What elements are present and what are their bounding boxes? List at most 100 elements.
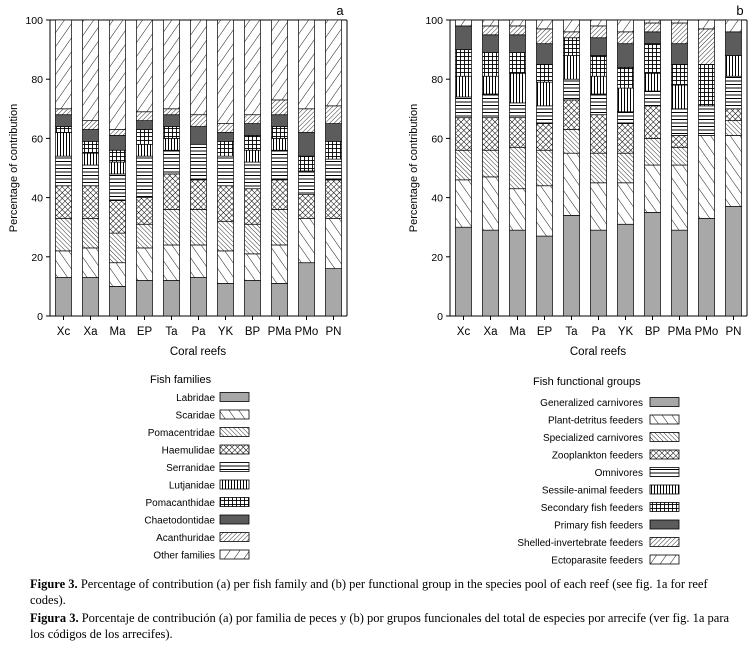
bar-segment-a-Ta-chaetodontidae <box>163 114 180 127</box>
bar-segment-a-Xa-labridae <box>82 277 99 317</box>
bar-segment-b-Xa-shelled-invertebrate-feeders <box>482 25 499 36</box>
bar-segment-a-Ma-chaetodontidae <box>109 135 126 151</box>
bar-segment-a-PMo-other-families <box>298 19 315 110</box>
bar-segment-b-YK-ectoparasite-feeders <box>617 19 634 33</box>
bar-segment-b-PMa-ectoparasite-feeders <box>671 19 688 24</box>
y-tick-label-a: 20 <box>31 252 43 264</box>
bar-segment-a-Xc-serranidae <box>55 155 72 187</box>
bar-segment-a-Xc-pomacentridae <box>55 217 72 252</box>
bar-segment-b-PMo-omnivores <box>698 105 715 136</box>
bar-segment-b-EP-ectoparasite-feeders <box>536 19 553 30</box>
bar-segment-b-BP-zooplankton-feeders <box>644 105 661 139</box>
bar-segment-a-PMa-labridae <box>271 283 288 317</box>
y-tick-label-a: 80 <box>31 74 43 86</box>
bar-segment-b-Pa-shelled-invertebrate-feeders <box>590 25 607 39</box>
bar-segment-a-Ma-haemulidae <box>109 200 126 234</box>
bar-segment-a-PN-pomacanthidae <box>325 141 342 160</box>
x-tick-label-b: PN <box>726 326 742 338</box>
bar-segment-a-BP-pomacentridae <box>244 223 261 255</box>
bar-segment-a-PMa-haemulidae <box>271 179 288 210</box>
bar-segment-b-PMa-plant-detritus-feeders <box>671 164 688 231</box>
legend-swatch <box>649 397 680 407</box>
caption-spanish: Figura 3. Porcentaje de contribución (a)… <box>30 610 740 642</box>
bar-segment-b-PMa-secondary-fish-feeders <box>671 64 688 86</box>
bar-segment-a-Ma-lutjanidae <box>109 161 126 175</box>
bar-segment-a-Xc-other-families <box>55 19 72 110</box>
bar-segment-b-BP-specialized-carnivores <box>644 138 661 166</box>
bar-segment-a-Xc-pomacanthidae <box>55 126 72 133</box>
bar-segment-a-Xa-haemulidae <box>82 185 99 219</box>
bar-segment-b-EP-shelled-invertebrate-feeders <box>536 28 553 45</box>
legend-swatch <box>219 462 250 472</box>
bar-segment-a-YK-pomacentridae <box>217 220 234 252</box>
x-tick-label-a: PMa <box>268 326 292 338</box>
legend-entry-label: Other families <box>153 551 215 562</box>
caption-spanish-label: Figura 3. <box>30 611 79 625</box>
bar-segment-b-Ma-ectoparasite-feeders <box>509 19 526 27</box>
bar-segment-b-Ta-generalized-carnivores <box>563 215 580 317</box>
bar-segment-b-YK-zooplankton-feeders <box>617 123 634 154</box>
bar-segment-a-PN-chaetodontidae <box>325 123 342 142</box>
legend-entry-label: Shelled-invertebrate feeders <box>517 538 643 549</box>
bar-segment-a-EP-acanthuridae <box>136 111 153 121</box>
bar-segment-b-YK-generalized-carnivores <box>617 223 634 317</box>
bar-segment-a-Xc-scaridae <box>55 250 72 278</box>
x-tick-label-b: BP <box>645 326 661 338</box>
legend-entry-label: Acanthuridae <box>156 533 215 544</box>
x-tick-label-a: EP <box>137 326 153 338</box>
bar-segment-a-Pa-acanthuridae <box>190 114 207 127</box>
legend-swatch <box>649 519 680 530</box>
legend-entry-label: Zooplankton feeders <box>552 451 643 462</box>
bar-segment-b-Xc-generalized-carnivores <box>455 226 472 317</box>
bar-segment-a-PN-labridae <box>325 268 342 317</box>
legend-swatch <box>649 432 680 442</box>
legend-a-title: Fish families <box>150 374 212 386</box>
bar-segment-b-Xc-sessile-animal-feeders <box>455 75 472 98</box>
panel-a-label: a <box>336 3 344 18</box>
bar-segment-a-EP-other-families <box>136 19 153 113</box>
bar-segment-a-Ta-serranidae <box>163 149 180 175</box>
bar-segment-a-Ma-pomacanthidae <box>109 149 126 163</box>
bar-segment-a-EP-serranidae <box>136 155 153 198</box>
panel-b-y-label: Percentage of contribution <box>408 104 420 232</box>
bar-segment-a-PMa-lutjanidae <box>271 138 288 151</box>
panel-b-x-label: Coral reefs <box>570 346 626 358</box>
bar-segment-b-Ta-specialized-carnivores <box>563 129 580 154</box>
figure-canvas: a Percentage of contribution Coral reefs… <box>8 3 748 567</box>
legend-swatch <box>649 449 680 460</box>
bar-segment-b-Xa-plant-detritus-feeders <box>482 176 499 231</box>
y-tick-label-a: 0 <box>37 311 43 323</box>
bar-segment-a-Ta-labridae <box>163 280 180 317</box>
legend-entry-label: Secondary fish feeders <box>541 503 643 514</box>
bar-segment-b-Xc-specialized-carnivores <box>455 149 472 181</box>
bar-segment-a-YK-scaridae <box>217 250 234 284</box>
bar-segment-a-Pa-haemulidae <box>190 179 207 210</box>
bar-segment-a-EP-pomacanthidae <box>136 129 153 145</box>
bar-segment-b-Pa-specialized-carnivores <box>590 152 607 184</box>
bar-segment-b-PMa-sessile-animal-feeders <box>671 84 688 110</box>
bar-segment-a-Xc-haemulidae <box>55 185 72 219</box>
bar-segment-b-PMa-primary-fish-feeders <box>671 43 688 65</box>
legend-swatch <box>649 484 680 495</box>
legend-swatch <box>219 444 250 455</box>
bar-segment-a-Xa-scaridae <box>82 247 99 278</box>
bar-segment-b-Ma-zooplankton-feeders <box>509 117 526 148</box>
bar-segment-b-PMo-generalized-carnivores <box>698 217 715 317</box>
bar-segment-b-Pa-ectoparasite-feeders <box>590 19 607 27</box>
bar-segment-b-Ma-sessile-animal-feeders <box>509 72 526 104</box>
bar-segment-a-BP-lutjanidae <box>244 149 261 163</box>
bar-segment-a-PMa-chaetodontidae <box>271 114 288 127</box>
bar-segment-b-PN-plant-detritus-feeders <box>725 135 742 207</box>
bar-segment-a-BP-acanthuridae <box>244 114 261 124</box>
bar-segment-b-Ta-shelled-invertebrate-feeders <box>563 31 580 39</box>
bar-segment-a-Xa-acanthuridae <box>82 120 99 130</box>
bar-segment-b-PN-specialized-carnivores <box>725 120 742 136</box>
bar-segment-a-PN-scaridae <box>325 217 342 269</box>
bar-segment-b-Ta-zooplankton-feeders <box>563 99 580 130</box>
bar-segment-b-Pa-omnivores <box>590 93 607 116</box>
bar-segment-a-PN-haemulidae <box>325 179 342 219</box>
caption-english: Figure 3. Percentage of contribution (a)… <box>30 576 740 608</box>
bar-segment-a-BP-chaetodontidae <box>244 123 261 136</box>
bar-segment-a-Xc-lutjanidae <box>55 132 72 157</box>
caption-spanish-text: Porcentaje de contribución (a) por famil… <box>30 611 730 641</box>
